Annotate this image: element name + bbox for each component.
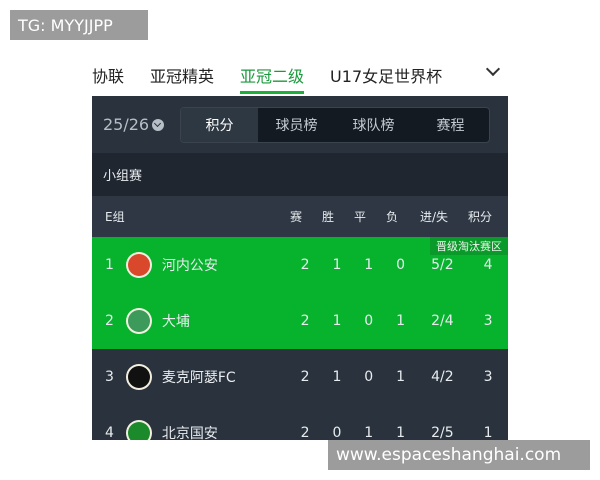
team-name: 北京国安 [161, 426, 218, 440]
chevron-down-icon [152, 118, 165, 131]
goals: 2/5 [431, 425, 454, 440]
points: 4 [483, 257, 493, 273]
segment-player-rank[interactable]: 球员榜 [275, 117, 318, 134]
goals: 4/2 [431, 369, 454, 385]
won: 0 [332, 425, 342, 440]
tab-u17-women-world-cup[interactable]: U17女足世界杯 [330, 67, 443, 86]
table-row[interactable]: 4 北京国安 2 0 1 1 2/5 1 [92, 405, 508, 440]
tab-acl-elite[interactable]: 亚冠精英 [150, 67, 215, 86]
team-name: 河内公安 [161, 258, 218, 274]
tab-acl-two[interactable]: 亚冠二级 [240, 56, 305, 94]
team-name: 大埔 [161, 314, 190, 330]
lost: 1 [396, 369, 406, 385]
standings-card: 25/26 积分 球员榜 球队榜 赛程 小组赛 E组 赛 胜 平 负 进/失 积… [92, 96, 508, 440]
rank: 1 [105, 257, 114, 273]
lost: 1 [396, 425, 406, 440]
rank: 3 [105, 369, 114, 385]
competition-tabs: 协联 亚冠精英 亚冠二级 U17女足世界杯 [92, 56, 508, 94]
played: 2 [300, 257, 310, 273]
points: 3 [483, 369, 493, 385]
tab-xielian[interactable]: 协联 [92, 67, 125, 86]
goals: 2/4 [431, 313, 454, 329]
rank: 2 [105, 313, 114, 329]
table-row[interactable]: 2 大埔 2 1 0 1 2/4 3 [92, 293, 508, 349]
watermark-bottom: www.espaceshanghai.com [328, 440, 590, 470]
points: 1 [483, 425, 493, 440]
group-label: E组 [105, 210, 125, 224]
col-goals: 进/失 [419, 210, 449, 224]
chevron-down-icon[interactable] [485, 61, 501, 77]
drawn: 0 [364, 369, 374, 385]
segment-schedule[interactable]: 赛程 [436, 117, 465, 134]
table-row[interactable]: 3 麦克阿瑟FC 2 1 0 1 4/2 3 [92, 349, 508, 405]
drawn: 0 [364, 313, 374, 329]
watermark-top: TG: MYYJJPP [10, 10, 148, 40]
team-logo-icon [125, 420, 152, 440]
won: 1 [332, 257, 342, 273]
won: 1 [332, 369, 342, 385]
col-drawn: 平 [353, 210, 366, 224]
team-logo-icon [125, 308, 152, 334]
segment-team-rank[interactable]: 球队榜 [352, 117, 395, 134]
points: 3 [483, 313, 493, 329]
table-row[interactable]: 晋级淘汰赛区 1 河内公安 2 1 1 0 5/2 4 [92, 237, 508, 293]
rank: 4 [105, 425, 114, 440]
table-header: E组 赛 胜 平 负 进/失 积分 [92, 196, 508, 237]
team-logo-icon [125, 364, 152, 390]
team-logo-icon [125, 252, 152, 278]
stage-label: 小组赛 [92, 153, 508, 196]
segment-control: 积分 球员榜 球队榜 赛程 [180, 106, 490, 143]
played: 2 [300, 313, 310, 329]
played: 2 [300, 369, 310, 385]
lost: 0 [396, 257, 406, 273]
won: 1 [332, 313, 342, 329]
drawn: 1 [364, 425, 374, 440]
col-played: 赛 [289, 210, 302, 224]
lost: 1 [396, 313, 406, 329]
zone-badge: 晋级淘汰赛区 [430, 237, 508, 255]
segment-standings[interactable]: 积分 [181, 107, 258, 142]
team-name: 麦克阿瑟FC [161, 370, 236, 386]
season-label: 25/26 [103, 115, 150, 134]
col-points: 积分 [467, 210, 492, 224]
col-won: 胜 [321, 210, 334, 224]
played: 2 [300, 425, 310, 440]
drawn: 1 [364, 257, 374, 273]
col-lost: 负 [385, 210, 398, 224]
season-selector[interactable]: 25/26 [103, 115, 180, 134]
goals: 5/2 [431, 257, 454, 273]
